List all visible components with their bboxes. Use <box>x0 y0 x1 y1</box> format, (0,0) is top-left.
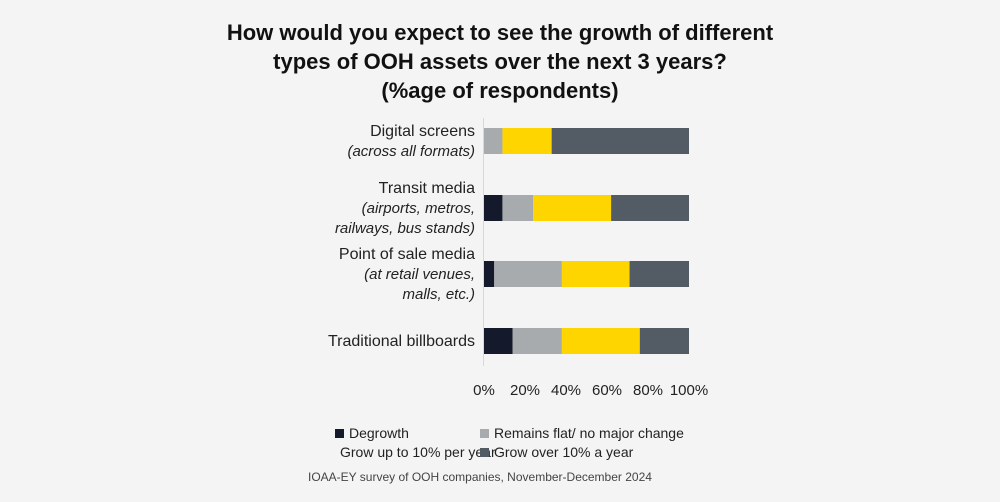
legend-item-degrowth: Degrowth <box>335 425 480 441</box>
bar-segment-2-1 <box>484 195 503 221</box>
category-label: Transit media <box>379 180 475 197</box>
legend-swatch-degrowth <box>335 428 344 438</box>
bar-segment-1-4 <box>551 128 689 154</box>
legend-item-grow-over-10: Grow over 10% a year <box>480 444 710 460</box>
bar-segment-3-2 <box>494 261 562 287</box>
legend-swatch-grow-over-10 <box>480 447 489 457</box>
legend: Degrowth Remains flat/ no major change G… <box>335 425 735 460</box>
legend-label-grow-over-10: Grow over 10% a year <box>494 444 634 460</box>
category-sublabel: (at retail venues, <box>364 266 475 283</box>
source-note: IOAA-EY survey of OOH companies, Novembe… <box>308 470 652 484</box>
bar-segment-3-1 <box>484 261 495 287</box>
x-tick-label: 40% <box>551 382 581 399</box>
category-sublabel: railways, bus stands) <box>335 220 475 237</box>
legend-label-degrowth: Degrowth <box>349 425 409 441</box>
bar-segment-2-2 <box>502 195 534 221</box>
x-tick-label: 100% <box>670 382 708 399</box>
bar-segment-2-4 <box>611 195 689 221</box>
bar-segment-4-1 <box>484 328 513 354</box>
title-line-1: How would you expect to see the growth o… <box>226 20 774 45</box>
bar-segment-3-4 <box>629 261 689 287</box>
legend-label-grow-up-to-10: Grow up to 10% per year <box>340 444 496 460</box>
legend-item-grow-up-to-10: Grow up to 10% per year <box>335 444 496 460</box>
bar-segment-4-3 <box>561 328 640 354</box>
bar-segment-1-2 <box>484 128 503 154</box>
bar-segment-4-4 <box>639 328 689 354</box>
legend-label-flat: Remains flat/ no major change <box>494 425 684 441</box>
category-sublabel: (across all formats) <box>347 143 475 160</box>
legend-item-flat: Remains flat/ no major change <box>480 425 710 441</box>
chart-title: How would you expect to see the growth o… <box>200 18 800 105</box>
bar-segment-4-2 <box>512 328 562 354</box>
legend-swatch-flat <box>480 428 489 438</box>
title-line-3: (%age of respondents) <box>381 78 619 103</box>
category-label: Traditional billboards <box>328 333 475 350</box>
category-sublabel: malls, etc.) <box>402 286 475 303</box>
bar-segment-2-3 <box>533 195 612 221</box>
x-tick-label: 60% <box>592 382 622 399</box>
title-line-2: types of OOH assets over the next 3 year… <box>273 49 727 74</box>
category-sublabel: (airports, metros, <box>362 200 475 217</box>
category-label: Digital screens <box>370 123 475 140</box>
category-label: Point of sale media <box>339 246 475 263</box>
x-tick-label: 20% <box>510 382 540 399</box>
bar-segment-3-3 <box>561 261 630 287</box>
bar-segment-1-3 <box>502 128 552 154</box>
x-tick-label: 0% <box>473 382 495 399</box>
x-tick-label: 80% <box>633 382 663 399</box>
